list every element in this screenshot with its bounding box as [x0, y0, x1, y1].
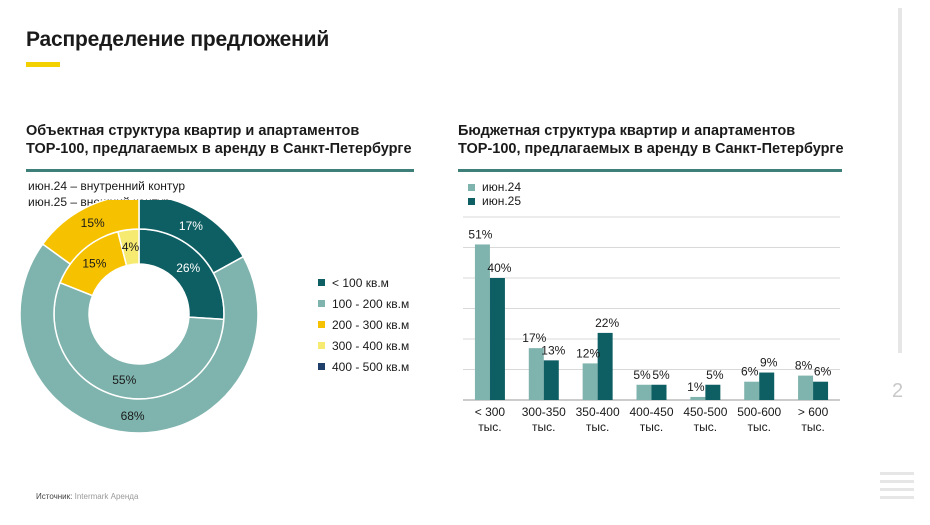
- donut-title-rule: [26, 169, 414, 172]
- bar-legend: июн.24 июн.25: [468, 180, 521, 208]
- legend-label: 300 - 400 кв.м: [332, 338, 410, 353]
- source-label: Источник:: [36, 492, 73, 501]
- bar-value-label: 13%: [541, 343, 565, 357]
- bar-jun24-2: [582, 363, 598, 400]
- bar-value-label: 1%: [687, 380, 705, 394]
- bar-category-label-2: тыс.: [586, 420, 609, 434]
- donut-legend: < 100 кв.м 100 - 200 кв.м 200 - 300 кв.м 30…: [318, 272, 409, 377]
- bar-jun24-6: [798, 375, 814, 400]
- donut-label-inner-0: 26%: [176, 261, 200, 275]
- donut-legend-item-2: 200 - 300 кв.м: [318, 314, 409, 335]
- bar-value-label: 22%: [595, 316, 619, 330]
- donut-legend-item-4: 400 - 500 кв.м: [318, 356, 409, 377]
- bar-category-label-0: < 300: [475, 405, 506, 419]
- bar-value-label: 5%: [633, 368, 651, 382]
- bar-category-label-2: 350-400: [576, 405, 620, 419]
- bar-chart-title: Бюджетная структура квартир и апартамент…: [458, 122, 844, 158]
- bar-category-label-0: тыс.: [478, 420, 501, 434]
- legend-swatch: [318, 300, 325, 307]
- bar-jun25-2: [597, 332, 613, 400]
- bar-value-label: 40%: [487, 261, 511, 275]
- bar-legend-item-1: июн.25: [468, 194, 521, 208]
- bar-jun24-3: [636, 384, 652, 400]
- donut-slice-outer-2: [41, 200, 140, 266]
- donut-legend-item-1: 100 - 200 кв.м: [318, 293, 409, 314]
- legend-swatch: [318, 279, 325, 286]
- bar-value-label: 17%: [522, 331, 546, 345]
- donut-chart-title-line2: ТОР-100, предлагаемых в аренду в Санкт-П…: [26, 141, 412, 157]
- bar-value-label: 8%: [795, 359, 813, 373]
- bar-value-label: 6%: [814, 365, 832, 379]
- donut-legend-item-0: < 100 кв.м: [318, 272, 409, 293]
- bar-category-label-4: 450-500: [683, 405, 727, 419]
- legend-label: 400 - 500 кв.м: [332, 359, 410, 374]
- page-number: 2: [892, 380, 904, 402]
- legend-label: июн.25: [482, 194, 522, 208]
- donut-slice-outer-1: [20, 243, 259, 434]
- legend-swatch: [318, 321, 325, 328]
- donut-label-outer-0: 17%: [179, 219, 203, 233]
- donut-chart-title: Объектная структура квартир и апартамент…: [26, 122, 412, 158]
- bar-category-label-5: 500-600: [737, 405, 781, 419]
- bar-chart: 51%40%17%13% 12%22%5% 5%1%5% 6%9% 8% 6% < 300…: [463, 216, 840, 434]
- bar-category-label-3: 400-450: [629, 405, 673, 419]
- legend-label: 100 - 200 кв.м: [332, 296, 410, 311]
- bar-value-label: 12%: [576, 346, 600, 360]
- legend-swatch: [318, 363, 325, 370]
- donut-label-inner-2: 15%: [82, 256, 106, 270]
- donut-chart: 26% 55% 15% 4% 17% 68% 15%: [20, 200, 259, 434]
- donut-chart-title-line1: Объектная структура квартир и апартамент…: [26, 123, 360, 139]
- donut-legend-item-3: 300 - 400 кв.м: [318, 335, 409, 356]
- bar-chart-title-line1: Бюджетная структура квартир и апартамент…: [458, 123, 796, 139]
- bar-value-label: 5%: [652, 368, 670, 382]
- bar-category-label-5: тыс.: [747, 420, 770, 434]
- bar-jun25-3: [651, 384, 667, 400]
- bar-jun24-1: [528, 348, 544, 400]
- bar-value-label: 9%: [760, 356, 778, 370]
- side-scroll-track[interactable]: [898, 8, 902, 353]
- bar-value-label: 5%: [706, 368, 724, 382]
- bar-category-label-6: > 600: [798, 405, 829, 419]
- source-value: Intermark Аренда: [74, 492, 139, 501]
- legend-label: < 100 кв.м: [332, 275, 389, 290]
- bar-category-label-4: тыс.: [694, 420, 717, 434]
- menu-icon[interactable]: [880, 472, 914, 504]
- legend-swatch: [468, 183, 475, 191]
- bar-category-label-3: тыс.: [640, 420, 663, 434]
- bar-title-rule: [458, 169, 842, 172]
- bar-jun25-4: [705, 384, 721, 400]
- bar-jun25-0: [489, 278, 505, 400]
- legend-label: 200 - 300 кв.м: [332, 317, 410, 332]
- bar-jun24-0: [474, 244, 490, 400]
- legend-label: июн.24: [482, 180, 522, 194]
- donut-label-outer-1: 68%: [121, 409, 145, 423]
- bar-legend-item-0: июн.24: [468, 180, 521, 194]
- donut-note-inner: июн.24 – внутренний контур: [28, 179, 186, 193]
- bar-jun24-4: [690, 396, 706, 400]
- donut-label-inner-1: 55%: [112, 373, 136, 387]
- title-accent-bar: [26, 62, 60, 67]
- bar-jun25-6: [813, 381, 829, 400]
- donut-label-outer-2: 15%: [81, 216, 105, 230]
- bar-category-label-1: тыс.: [532, 420, 555, 434]
- legend-swatch: [318, 342, 325, 349]
- page-title: Распределение предложений: [26, 28, 330, 51]
- bar-category-label-1: 300-350: [522, 405, 566, 419]
- bar-value-label: 6%: [741, 365, 759, 379]
- source-note: Источник: Intermark Аренда: [36, 492, 138, 501]
- bar-value-label: 51%: [468, 227, 492, 241]
- bar-chart-title-line2: ТОР-100, предлагаемых в аренду в Санкт-П…: [458, 141, 844, 157]
- bar-jun25-1: [543, 360, 559, 400]
- bar-jun25-5: [759, 372, 775, 400]
- bar-category-label-6: тыс.: [801, 420, 824, 434]
- legend-swatch: [468, 197, 475, 205]
- donut-label-inner-3: 4%: [122, 240, 140, 254]
- bar-jun24-5: [744, 381, 760, 400]
